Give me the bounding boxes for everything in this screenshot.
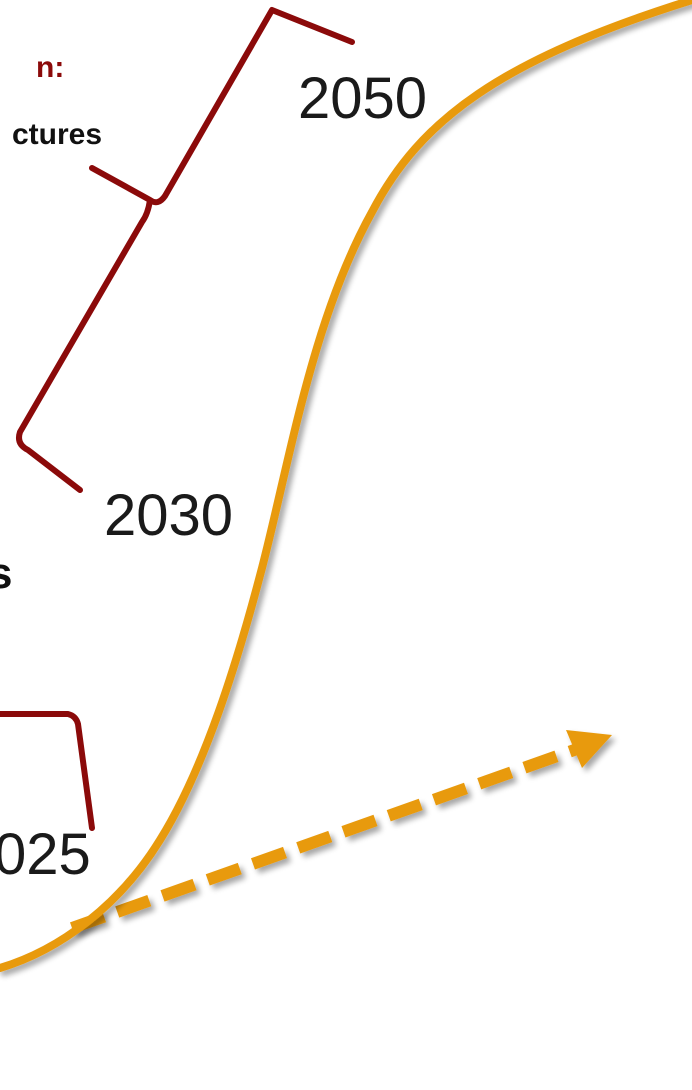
year-label-2025: 025 [0,822,91,887]
linear-trend-arrow-shaft [69,742,583,934]
bracket-2025 [0,711,95,831]
year-label-2050: 2050 [298,66,427,131]
label-fragment-top-red: n: [36,51,64,84]
bracket-2030-2050 [16,7,355,493]
s-curve [0,0,692,972]
label-fragment-top-dark: ctures [12,118,102,151]
year-label-2030: 2030 [104,483,233,548]
linear-trend-arrow-head [566,730,612,768]
linear-trend-arrow [69,730,612,934]
label-fragment-mid: s [0,549,12,598]
